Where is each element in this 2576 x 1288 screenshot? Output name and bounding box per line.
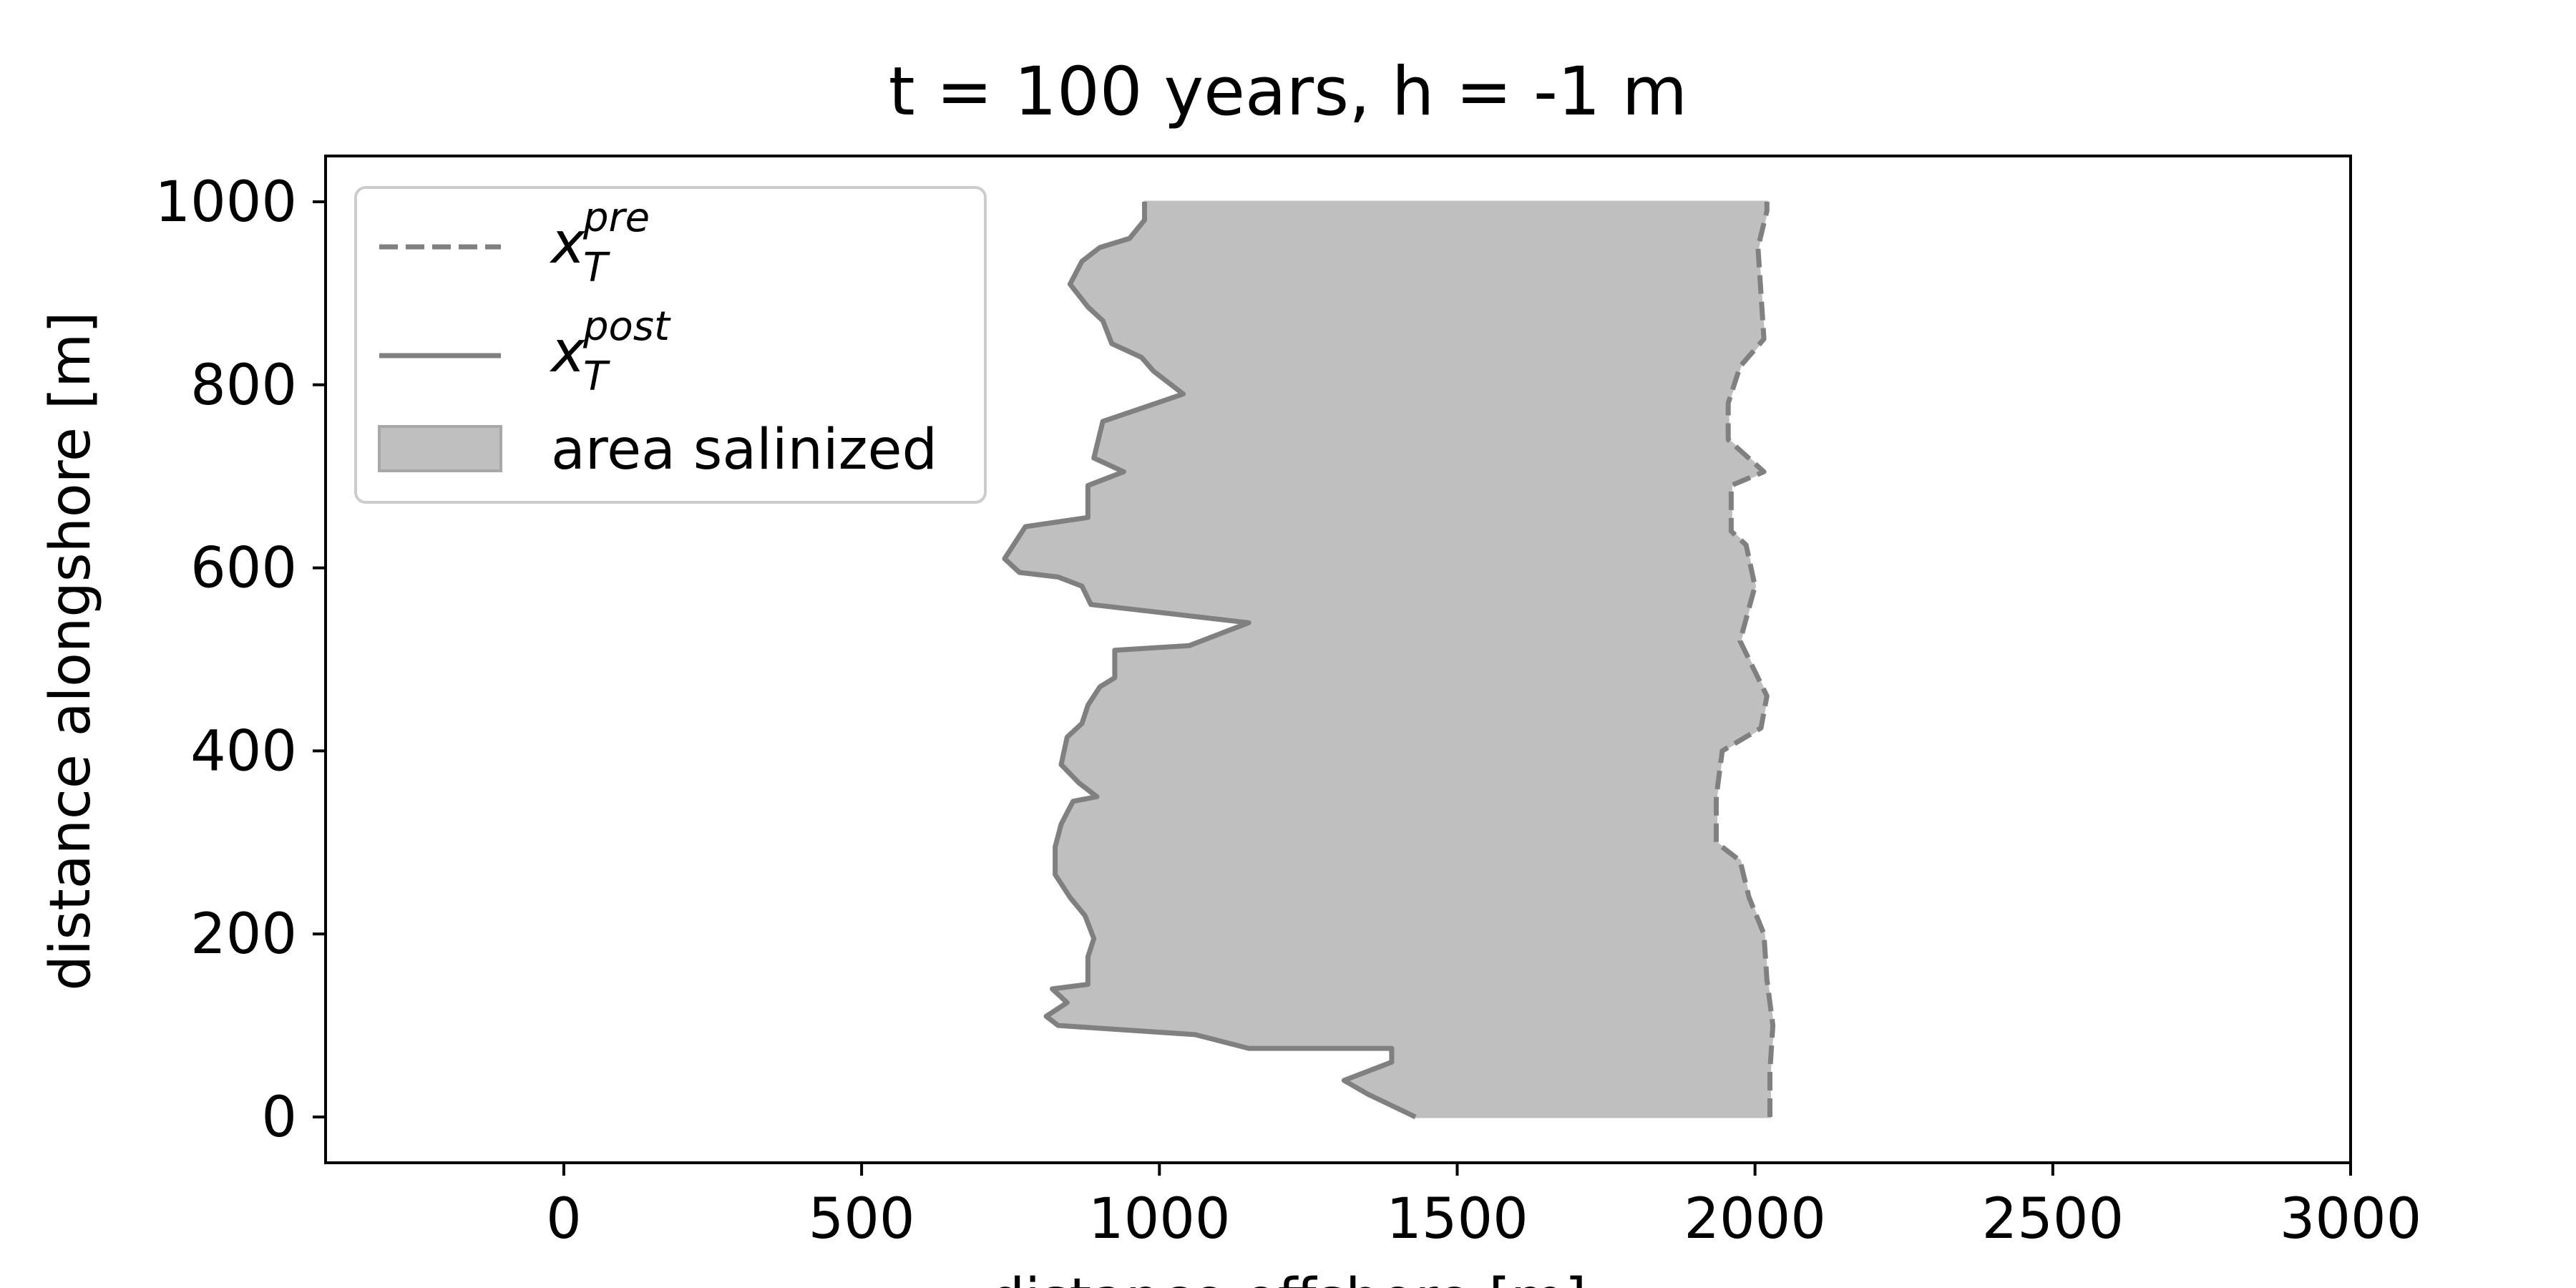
x-tick-label: 2000 <box>1684 1187 1826 1252</box>
x-tick-label: 500 <box>809 1187 915 1252</box>
legend-post-symbol: x <box>549 318 586 385</box>
y-tick-label: 800 <box>190 353 297 418</box>
y-tick-label: 0 <box>261 1085 297 1150</box>
x-tick-label: 0 <box>546 1187 582 1252</box>
y-tick-label: 600 <box>190 537 297 601</box>
plot-content <box>1002 200 1776 1120</box>
legend-post-superscript: post <box>582 303 671 350</box>
plot-area <box>1002 200 1776 1120</box>
plot-frame <box>324 155 2352 1164</box>
legend-area-label: area salinized <box>551 418 937 482</box>
legend-post-subscript: T <box>583 353 610 400</box>
legend-pre-subscript: T <box>583 245 610 291</box>
x-axis-label: distance offshore [m] <box>990 1267 1587 1288</box>
legend-box <box>354 186 987 504</box>
legend-pre-symbol: x <box>549 210 586 276</box>
x-tick-label: 1000 <box>1088 1187 1231 1252</box>
y-tick-label: 1000 <box>155 170 297 235</box>
legend-pre-superscript: pre <box>582 195 650 241</box>
x-tick-label: 2500 <box>1982 1187 2124 1252</box>
y-axis-label: distance alongshore [m] <box>39 311 103 990</box>
x-tick-label: 3000 <box>2280 1187 2422 1252</box>
legend-area-swatch <box>378 425 502 472</box>
area-salinized-fill <box>1002 200 1775 1118</box>
axes: 0 500 1000 1500 2000 2500 3000 0 200 400 600 800 100… <box>155 155 2422 1252</box>
x-pre-line <box>1714 202 1776 1117</box>
y-tick-label: 200 <box>190 902 297 967</box>
chart-title: t = 100 years, h = -1 m <box>889 53 1687 131</box>
y-tick-label: 400 <box>190 719 297 784</box>
x-tick-label: 1500 <box>1386 1187 1528 1252</box>
x-post-line <box>1002 202 1417 1120</box>
